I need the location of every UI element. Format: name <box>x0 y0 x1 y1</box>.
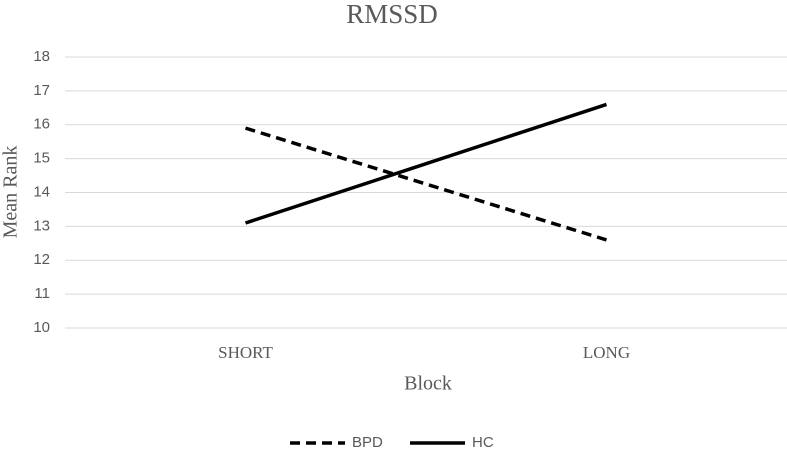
y-tick-label: 15 <box>33 150 50 167</box>
x-tick-label: LONG <box>583 343 630 362</box>
x-axis-title: Block <box>404 373 452 395</box>
y-axis-title: Mean Rank <box>0 146 22 239</box>
y-tick-label: 14 <box>33 183 50 200</box>
y-tick-label: 16 <box>33 116 50 133</box>
x-tick-label: SHORT <box>218 343 273 362</box>
y-tick-label: 18 <box>33 48 50 65</box>
y-tick-label: 12 <box>33 251 50 268</box>
legend-label: HC <box>472 434 494 451</box>
series-line <box>244 126 608 242</box>
series-line <box>244 102 608 225</box>
y-tick-label: 17 <box>33 82 50 99</box>
y-tick-label: 10 <box>33 319 50 336</box>
chart-title: RMSSD <box>346 0 438 29</box>
y-tick-label: 13 <box>33 217 50 234</box>
legend-label: BPD <box>352 434 383 451</box>
y-tick-label: 11 <box>34 285 50 302</box>
